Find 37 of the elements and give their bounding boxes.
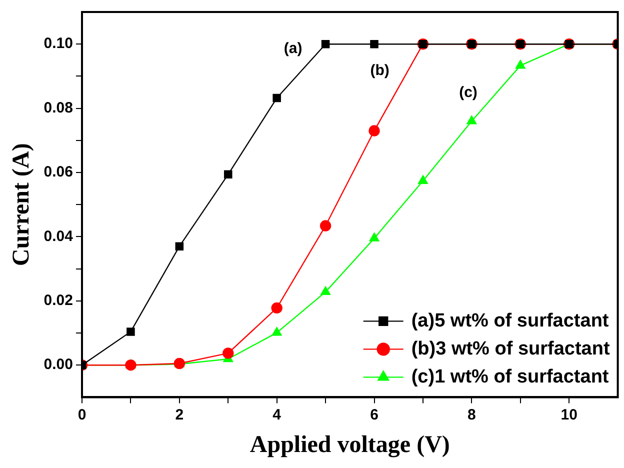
x-tick-label: 8 (468, 406, 476, 424)
point (368, 125, 380, 136)
point (320, 220, 332, 232)
x-tick-label: 10 (560, 406, 578, 424)
annotation: (a) (284, 40, 302, 58)
x-tick-label: 0 (78, 406, 86, 424)
y-tick-label: 0.10 (44, 35, 73, 52)
point (222, 348, 234, 359)
x-tick-label: 4 (272, 406, 282, 424)
point (418, 175, 428, 184)
annotation: (b) (370, 62, 390, 80)
point (175, 242, 184, 250)
point (224, 170, 232, 179)
y-tick-label: 0.00 (44, 356, 73, 374)
y-tick-label: 0.06 (44, 164, 73, 181)
y-tick-label: 0.08 (44, 99, 73, 116)
y-axis-title: Current (A) (8, 143, 35, 266)
point (515, 60, 526, 69)
point (272, 94, 281, 102)
y-tick-label: 0.02 (44, 292, 73, 310)
point (370, 40, 378, 48)
legend-label: (a)5 wt% of surfactant (411, 310, 610, 332)
legend-label: (b)3 wt% of surfactant (411, 338, 610, 360)
x-tick-label: 2 (175, 406, 184, 424)
point (126, 328, 135, 336)
point (321, 40, 330, 48)
annotation: (c) (459, 84, 478, 102)
x-axis-title: Applied voltage (V) (250, 432, 450, 458)
x-tick-label: 6 (370, 406, 378, 424)
point (466, 116, 477, 124)
point (272, 327, 282, 336)
point (125, 360, 136, 371)
point (271, 302, 282, 314)
point (369, 232, 380, 242)
point (320, 286, 330, 296)
y-tick-label: 0.04 (44, 228, 74, 245)
legend-label: (c)1 wt% of surfactant (411, 366, 610, 388)
